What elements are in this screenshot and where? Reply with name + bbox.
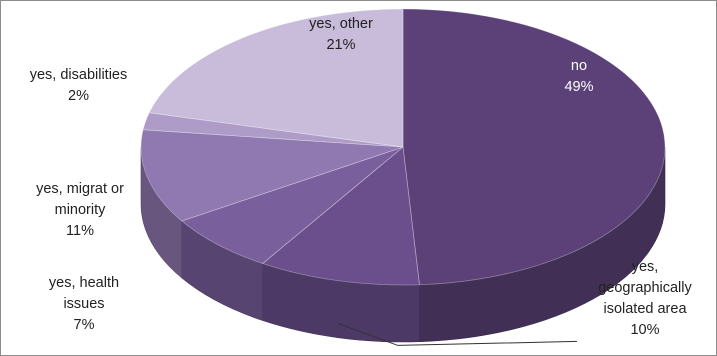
label-line: minority [54, 202, 106, 218]
label-line: yes, migrat or [36, 181, 124, 197]
label-percent: 49% [564, 79, 594, 95]
label-percent: 21% [326, 37, 356, 53]
pie-slice [148, 8, 404, 148]
label-line: issues [63, 296, 105, 312]
data-label-geographically-isolated: yes, geographically isolated area 10% [579, 257, 711, 341]
label-line: geographically [598, 280, 692, 296]
pie-slice [142, 112, 404, 148]
leader-line [337, 322, 578, 346]
data-label-other: yes, other 21% [291, 14, 391, 56]
label-percent: 11% [66, 223, 94, 239]
pie-slice [402, 8, 666, 286]
data-label-no: no 49% [549, 56, 609, 98]
label-line: yes, [631, 259, 659, 275]
pie-slice [140, 129, 404, 222]
data-label-health-issues: yes, health issues 7% [23, 273, 145, 336]
label-line: yes, other [309, 16, 373, 32]
label-percent: 7% [73, 317, 95, 333]
pie-slice [261, 146, 420, 286]
label-percent: 10% [630, 322, 660, 338]
pie-slice [180, 146, 404, 264]
data-label-migrant-minority: yes, migrat or minority 11% [7, 179, 153, 242]
data-label-disabilities: yes, disabilities 2% [6, 65, 151, 107]
label-line: isolated area [603, 301, 687, 317]
label-line: yes, disabilities [29, 67, 128, 83]
label-percent: 2% [68, 88, 89, 104]
label-line: no [570, 58, 588, 74]
label-line: yes, health [48, 275, 120, 291]
